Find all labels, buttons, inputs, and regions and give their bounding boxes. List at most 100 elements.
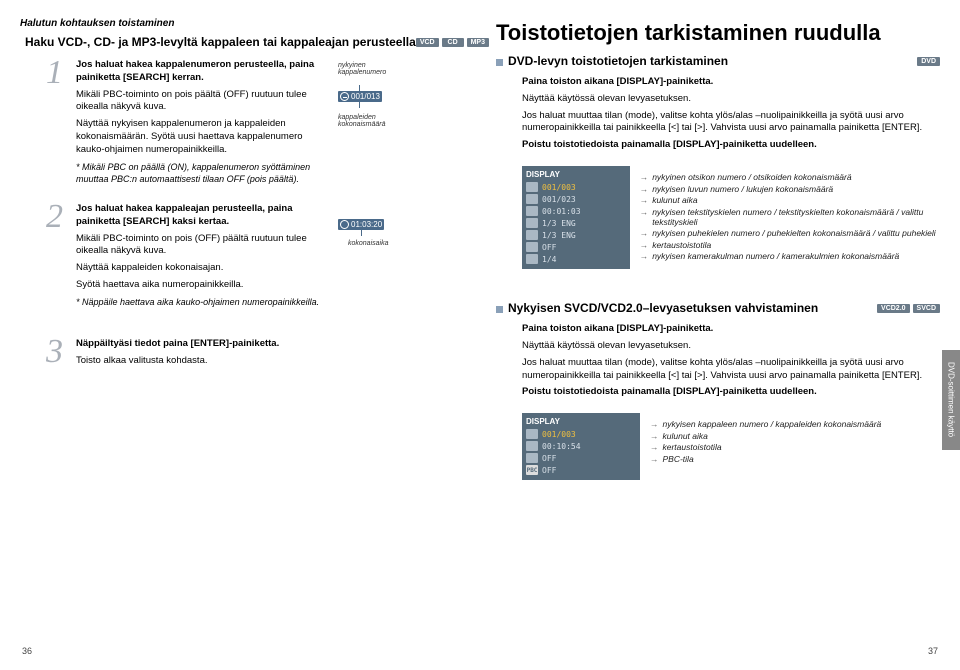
step-num-2: 2 (46, 203, 70, 312)
sec2-t1: Paina toiston aikana [DISPLAY]-painikett… (522, 323, 940, 336)
row-icon (526, 242, 538, 252)
clock-icon (340, 220, 349, 229)
arrow-icon: → (640, 195, 649, 205)
row-icon (526, 429, 538, 439)
s2-l2: Mikäli PBC-toiminto on pois (OFF) päältä… (76, 233, 326, 259)
display-value: 001/023 (542, 195, 576, 204)
annot1-box: 001/013 (338, 91, 382, 102)
display-value: OFF (542, 454, 556, 463)
arrow-icon: → (650, 431, 659, 441)
row-icon (526, 182, 538, 192)
s1-l3: Näyttää nykyisen kappalenumeron ja kappa… (76, 118, 326, 156)
description-row: →kulunut aika (640, 195, 940, 205)
sec2-title: Nykyisen SVCD/VCD2.0–levyasetuksen vahvi… (508, 301, 877, 315)
description-row: →nykyinen otsikon numero / otsikoiden ko… (640, 172, 940, 182)
arrow-list-2: → nykyisen kappaleen numero / kappaleiden… (650, 405, 881, 488)
sec2-t2: Näyttää käytössä olevan levyasetuksen. (522, 340, 940, 353)
display-row: 001/023 (526, 193, 626, 205)
description-text: kertaustoistotila (652, 240, 711, 250)
description-row: → PBC-tila (650, 454, 881, 464)
display-row: 1/4 (526, 253, 626, 265)
badge-svcd: SVCD (913, 304, 940, 313)
display-value: 1/3 ENG (542, 219, 576, 228)
row-icon (526, 254, 538, 264)
row-icon (526, 194, 538, 204)
sec2-body: Paina toiston aikana [DISPLAY]-painikett… (522, 323, 940, 488)
s2-l1a: Jos haluat hakea kappaleajan perusteella… (76, 203, 292, 214)
sec2-badges: VCD2.0 SVCD (877, 304, 940, 313)
display-value: 001/003 (542, 430, 576, 439)
s3-l2: Toisto alkaa valitusta kohdasta. (76, 355, 326, 368)
arrow-icon: → (650, 442, 659, 452)
annot1-val: 001/013 (351, 92, 380, 101)
annot2-val: 01:03:20 (351, 220, 382, 229)
description-row: →nykyisen tekstityskielen numero / tekst… (640, 207, 940, 227)
bullet-icon (496, 306, 503, 313)
s1-l1a: Jos haluat hakea kappalenumeron perustee… (76, 59, 314, 70)
badges-left: VCD CD MP3 (416, 38, 489, 47)
step-1: 1 Jos haluat hakea kappalenumeron perust… (46, 59, 464, 189)
row-icon (526, 230, 538, 240)
s2-l4: Syötä haettava aika numeropainikkeilla. (76, 279, 326, 292)
step-3: 3 Näppäiltyäsi tiedot paina [ENTER]-pain… (46, 338, 464, 372)
sec2-t4: Poistu toistotiedoista painamalla [DISPL… (522, 386, 940, 399)
description-text: PBC-tila (663, 454, 694, 464)
step-num-1: 1 (46, 59, 70, 189)
sec1-badges: DVD (917, 57, 940, 66)
s2-l1b: painiketta [SEARCH] kaksi kertaa. (76, 216, 229, 227)
section-title: Haku VCD-, CD- ja MP3-levyltä kappaleen … (25, 35, 416, 49)
display-panel-1: DISPLAY 001/003001/02300:01:031/3 ENG1/3… (522, 166, 630, 269)
description-row: →nykyisen kamerakulman numero / kameraku… (640, 251, 940, 261)
side-tab: DVD-soittimen käyttö (942, 350, 960, 450)
display-hdr-2: DISPLAY (526, 417, 636, 426)
description-text: nykyisen kamerakulman numero / kamerakul… (652, 251, 899, 261)
arrow-icon: → (640, 207, 649, 227)
badge-cd: CD (442, 38, 464, 47)
display-row: 001/003 (526, 181, 626, 193)
annot2-label: kokonaisaika (348, 240, 388, 247)
page-num-left: 36 (22, 646, 32, 656)
display-row: PBC OFF (526, 464, 636, 476)
pbc-icon: PBC (526, 465, 538, 475)
bullet-icon (496, 59, 503, 66)
display-value: 1/3 ENG (542, 231, 576, 240)
main-title-right: Toistotietojen tarkistaminen ruudulla (496, 20, 940, 46)
display-row: OFF (526, 241, 626, 253)
description-text: nykyisen puhekielen numero / puhekielten… (652, 228, 936, 238)
sec1-title: DVD-levyn toistotietojen tarkistaminen (508, 54, 917, 68)
steps: 1 Jos haluat hakea kappalenumeron perust… (46, 59, 464, 372)
arrow-icon: → (640, 184, 649, 194)
description-row: →kertaustoistotila (650, 442, 881, 452)
display-value: OFF (542, 466, 556, 475)
sec1-body: Paina toiston aikana [DISPLAY]-painikett… (522, 76, 940, 277)
display-row: 1/3 ENG (526, 217, 626, 229)
page-left: Halutun kohtauksen toistaminen Haku VCD-… (0, 0, 480, 670)
sec2-display-block: DISPLAY 001/00300:10:54OFFPBCOFF →nykyis… (522, 405, 940, 488)
page-right: Toistotietojen tarkistaminen ruudulla DV… (480, 0, 960, 670)
display-row: 1/3 ENG (526, 229, 626, 241)
row-icon (526, 441, 538, 451)
description-row: →nykyisen kappaleen numero / kappaleiden… (650, 419, 881, 429)
description-row: →kertaustoistotila (640, 240, 940, 250)
display-value: 00:01:03 (542, 207, 581, 216)
arrow-line-icon (359, 102, 360, 108)
step-body-2: Jos haluat hakea kappaleajan perusteella… (76, 203, 326, 312)
description-row: →nykyisen luvun numero / lukujen kokonai… (640, 184, 940, 194)
step-body-3: Näppäiltyäsi tiedot paina [ENTER]-painik… (76, 338, 326, 372)
badge-vcd20: VCD2.0 (877, 304, 910, 313)
display-row: 001/003 (526, 428, 636, 440)
arrow-icon: → (650, 454, 659, 464)
row-icon (526, 206, 538, 216)
display-value: OFF (542, 243, 556, 252)
sec1-row: DVD-levyn toistotietojen tarkistaminen D… (496, 54, 940, 68)
step-body-1: Jos haluat hakea kappalenumeron perustee… (76, 59, 326, 189)
annot1-top: nykyinen kappalenumero (338, 62, 386, 76)
description-text: kulunut aika (663, 431, 708, 441)
display-row: OFF (526, 452, 636, 464)
row-icon (526, 453, 538, 463)
description-text: nykyisen kappaleen numero / kappaleiden … (663, 419, 882, 429)
disc-icon (340, 92, 349, 101)
display-value: 001/003 (542, 183, 576, 192)
sec1-display-block: DISPLAY 001/003001/02300:01:031/3 ENG1/3… (522, 158, 940, 277)
sec2-row: Nykyisen SVCD/VCD2.0–levyasetuksen vahvi… (496, 301, 940, 315)
